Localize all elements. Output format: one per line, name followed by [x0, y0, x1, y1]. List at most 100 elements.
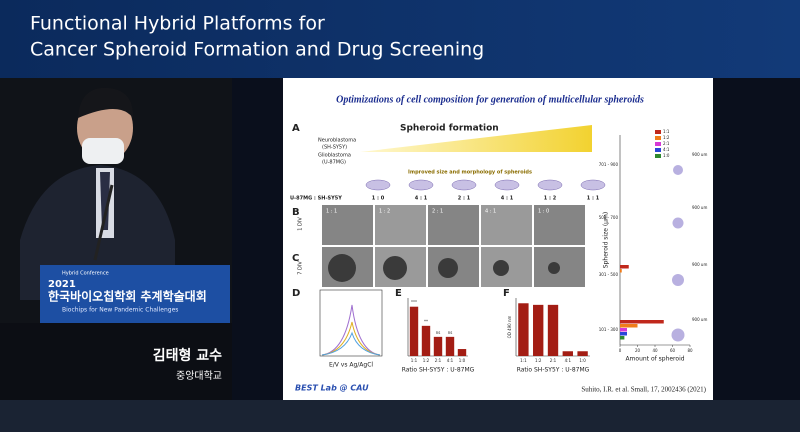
bar	[433, 336, 443, 356]
axis-label: Ratio SH-SY5Y : U-87MG	[402, 367, 475, 374]
cell-label: Neuroblastoma	[318, 138, 356, 144]
background	[0, 400, 800, 432]
legend-swatch	[655, 136, 661, 140]
micrograph	[534, 205, 585, 245]
image-ratio: 1 : 0	[538, 209, 549, 215]
legend-swatch	[655, 130, 661, 134]
banner-line: Hybrid Conference	[62, 271, 109, 277]
axis-label: Amount of spheroid	[625, 356, 684, 363]
axis-label: E/V vs Ag/AgCl	[329, 362, 373, 369]
panel-label: F	[503, 288, 510, 299]
ratio: 1 : 2	[544, 196, 557, 202]
row-label: 7 DIV	[298, 261, 304, 275]
chart-frame	[319, 289, 383, 357]
significance: ***	[411, 300, 417, 305]
bar	[620, 265, 629, 269]
citation: Suhito, I.R. et al. Small, 17, 2002436 (…	[581, 386, 706, 394]
x-tick-label: 4:1	[447, 358, 454, 363]
x-tick-label: 4:1	[565, 358, 572, 363]
bar	[562, 351, 573, 356]
ratio: 4 : 1	[415, 196, 428, 202]
legend-label: 4:1	[663, 147, 670, 152]
y-tick-label: 501 - 700	[599, 215, 619, 220]
panel-label: D	[292, 288, 300, 299]
banner-subtitle: Biochips for New Pandemic Challenges	[62, 307, 178, 314]
panel-heading: Spheroid formation	[400, 124, 499, 134]
bar	[547, 304, 559, 356]
spheroid-icon	[365, 179, 391, 191]
image-ratio: 4 : 1	[485, 209, 496, 215]
speaker-video	[0, 78, 232, 400]
micrograph	[481, 205, 532, 245]
micrograph-grid	[322, 179, 606, 287]
image-ratio: 2 : 1	[432, 209, 443, 215]
panel-label: B	[292, 207, 300, 218]
ratio: 1 : 0	[372, 196, 385, 202]
cv-curve	[321, 321, 381, 356]
x-tick-label: 1:1	[411, 358, 418, 363]
cell-label: (SH-SY5Y)	[322, 145, 347, 151]
x-tick-label: 1:0	[459, 358, 466, 363]
cv-curve	[321, 304, 381, 356]
x-tick-label: 2:1	[550, 358, 557, 363]
x-tick-label: 20	[635, 348, 641, 353]
y-tick-label: 101 - 300	[599, 327, 619, 332]
legend-label: 1:0	[663, 153, 670, 158]
bar	[457, 349, 467, 356]
speaker-affiliation: 중앙대학교	[176, 370, 222, 382]
y-tick-label: 701 - 900	[599, 162, 619, 167]
ratio: 4 : 1	[501, 196, 514, 202]
spheroid-image	[383, 256, 407, 280]
spheroid-icon	[451, 179, 477, 191]
legend-label: 2:1	[663, 141, 670, 146]
bar	[577, 351, 588, 356]
bar	[409, 306, 419, 356]
x-tick-label: 1:2	[535, 358, 542, 363]
bar	[620, 320, 664, 324]
row-label: 1 DIV	[298, 217, 304, 231]
x-tick-label: 0	[619, 348, 622, 353]
legend-swatch	[655, 142, 661, 146]
ratio-label: U-87MG : SH-SY5Y	[290, 196, 342, 202]
size-note: 900 um	[692, 152, 707, 157]
spheroid-icon	[672, 274, 684, 286]
micrograph	[322, 205, 373, 245]
improvement-label: Improved size and morphology of spheroid…	[408, 170, 532, 176]
axis-label: Ratio SH-SY5Y : U-87MG	[517, 367, 590, 374]
size-note: 900 um	[692, 205, 707, 210]
bar	[421, 325, 431, 356]
spheroid-image	[493, 260, 509, 276]
x-tick-label: 1:2	[423, 358, 430, 363]
cell-label: (U-87MG)	[322, 160, 346, 166]
spheroid-icon	[494, 179, 520, 191]
slide-title: Optimizations of cell composition for ge…	[336, 94, 644, 105]
x-tick-label: 1:0	[579, 358, 586, 363]
bar	[620, 336, 625, 340]
cv-curve	[321, 331, 381, 356]
panel-label: C	[292, 253, 299, 264]
spheroid-icon	[671, 328, 685, 342]
improvement-wedge	[360, 125, 592, 152]
spheroid-image	[438, 258, 458, 278]
spheroid-icon	[673, 165, 683, 175]
spheroid-icon	[580, 179, 606, 191]
header-title: Functional Hybrid Platforms for	[30, 13, 325, 35]
spheroid-image	[548, 262, 560, 274]
bar	[620, 328, 627, 332]
x-tick-label: 1:1	[520, 358, 527, 363]
micrograph	[428, 205, 479, 245]
banner-year: 2021	[48, 279, 76, 290]
image-ratio: 1 : 2	[379, 209, 390, 215]
axis-label: OD 490 nm	[507, 315, 512, 338]
ratio: 1 : 1	[587, 196, 600, 202]
significance: **	[424, 319, 428, 324]
speaker-name: 김태형 교수	[153, 347, 222, 364]
legend-label: 1:2	[663, 135, 670, 140]
bar	[533, 304, 544, 356]
bar	[518, 303, 529, 356]
banner-event: 한국바이오칩학회 추계학술대회	[48, 289, 207, 304]
x-tick-label: 2:1	[435, 358, 442, 363]
legend-label: 1:1	[663, 129, 670, 134]
significance: ns	[448, 330, 453, 335]
